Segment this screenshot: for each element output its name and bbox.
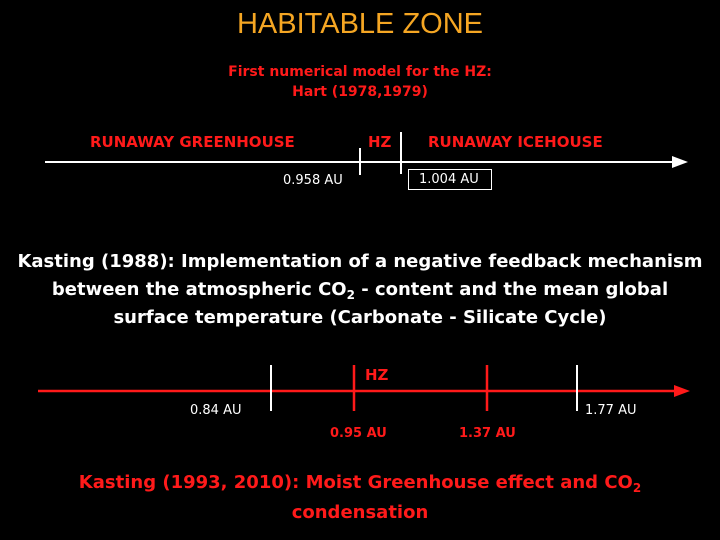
runaway-icehouse-label: RUNAWAY ICEHOUSE [428, 133, 603, 151]
kasting-au-137-label: 1.37 AU [459, 426, 516, 441]
kasting-au-177-label: 1.77 AU [585, 403, 637, 418]
kasting-au-084-label: 0.84 AU [190, 403, 242, 418]
kasting-1988-line1: Kasting (1988): Implementation of a nega… [17, 251, 703, 272]
kasting-1993-line2: condensation [291, 502, 429, 523]
kasting-1988-line3: surface temperature (Carbonate - Silicat… [113, 307, 607, 328]
kasting-hz-label: HZ [365, 366, 389, 384]
hart-inner-au-label: 0.958 AU [283, 173, 343, 188]
kasting-au-095-label: 0.95 AU [330, 426, 387, 441]
subtitle-line1: First numerical model for the HZ: [228, 64, 492, 80]
runaway-greenhouse-label: RUNAWAY GREENHOUSE [90, 133, 295, 151]
hart-hz-label: HZ [368, 133, 392, 151]
hart-axis-arrowhead [672, 156, 688, 168]
kasting-axis-arrowhead [674, 385, 690, 397]
page-title: HABITABLE ZONE [236, 8, 484, 40]
kasting-1993-line1: Kasting (1993, 2010): Moist Greenhouse e… [78, 472, 642, 495]
kasting-1988-line2: between the atmospheric CO2 - content an… [51, 279, 669, 302]
hart-outer-au-label: 1.004 AU [408, 169, 492, 190]
subtitle-line2: Hart (1978,1979) [292, 84, 428, 100]
